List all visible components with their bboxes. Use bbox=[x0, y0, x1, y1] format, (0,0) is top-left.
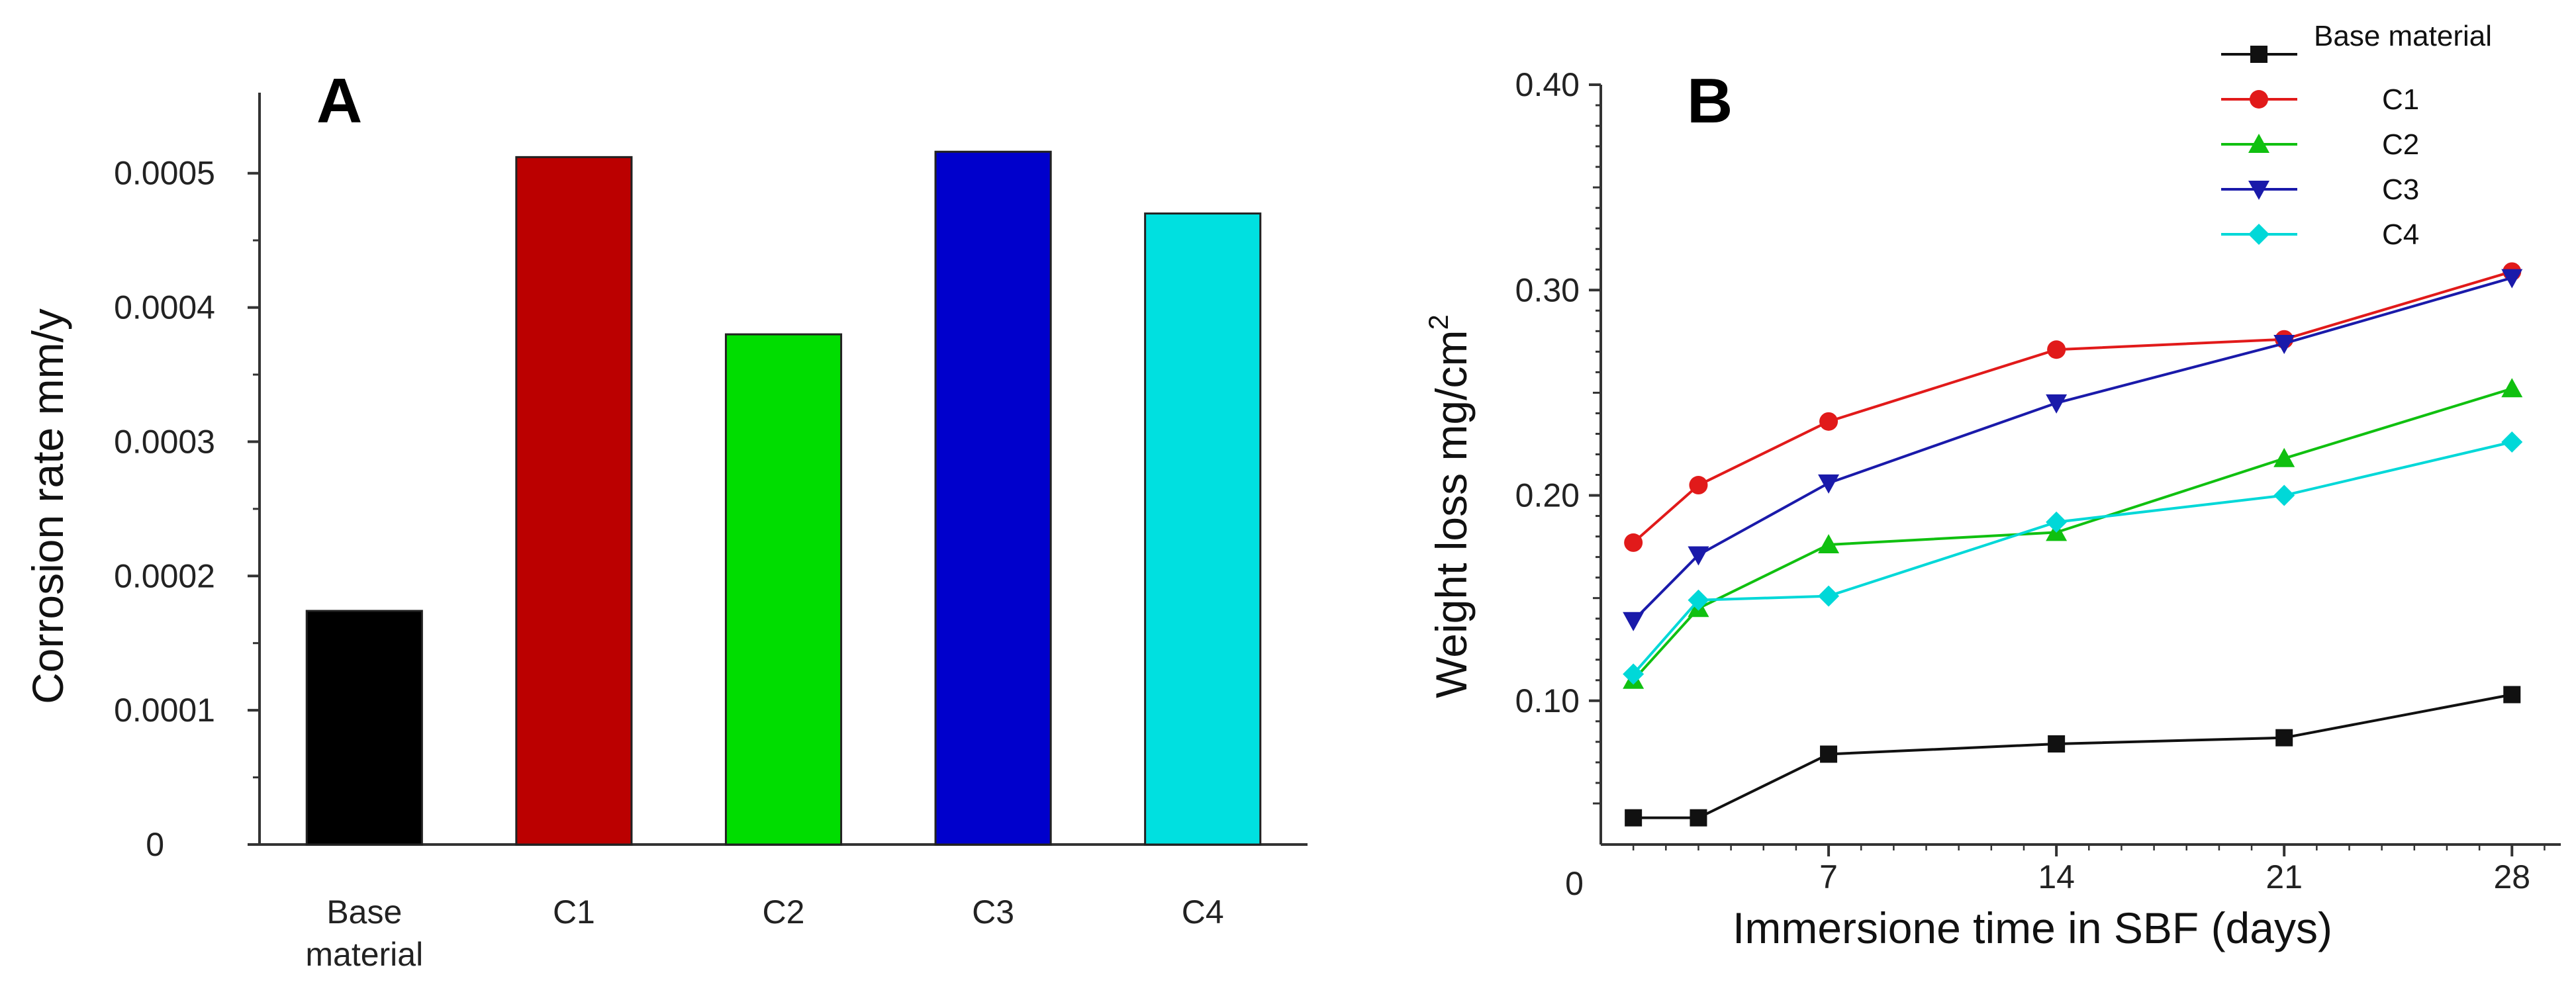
series-line bbox=[1632, 270, 2512, 544]
legend-label: C3 bbox=[2382, 173, 2419, 206]
legend-item-c3: C3 bbox=[2221, 173, 2419, 206]
x-tick-label-a: Base material bbox=[305, 893, 423, 973]
data-point bbox=[2501, 269, 2523, 289]
series-line bbox=[1633, 693, 2512, 819]
x-tick-label-a: C4 bbox=[1182, 893, 1224, 931]
y-tick-label-a: 0.0002 bbox=[114, 557, 215, 594]
data-point bbox=[1688, 546, 1709, 566]
data-point bbox=[2503, 686, 2521, 704]
y-ticks-a: 0 0.0001 0.0002 0.0003 0.0004 0.0005 bbox=[114, 155, 260, 863]
bars-a bbox=[305, 150, 1262, 846]
bar-c3 bbox=[934, 150, 1052, 846]
data-point bbox=[2501, 378, 2523, 398]
y-tick-label-b: 0.10 bbox=[1515, 682, 1580, 719]
y-axis-label-b: Weight loss mg/cm2 bbox=[1423, 314, 1476, 698]
legend-item-base-material: Base material bbox=[2221, 20, 2492, 63]
series-base-material bbox=[1625, 686, 2521, 827]
legend-b: Base material C1 C2 C3 C4 bbox=[2221, 20, 2492, 251]
x-tick-label-b: 21 bbox=[2266, 858, 2303, 895]
x-tick-label-line: C2 bbox=[763, 893, 805, 931]
origin-label-b: 0 bbox=[1565, 865, 1584, 902]
data-point bbox=[1818, 474, 1840, 494]
data-point bbox=[2273, 447, 2295, 467]
data-point bbox=[2273, 334, 2295, 354]
series-line bbox=[1632, 276, 2512, 622]
data-point bbox=[2046, 511, 2068, 533]
x-tick-label-a: C2 bbox=[763, 893, 805, 931]
y-tick-label-a: 0.0001 bbox=[114, 692, 215, 729]
data-point bbox=[1624, 533, 1643, 552]
data-point bbox=[1820, 745, 1838, 763]
legend-item-c1: C1 bbox=[2221, 83, 2419, 116]
legend-item-c4: C4 bbox=[2221, 218, 2419, 251]
legend-label: C2 bbox=[2382, 128, 2419, 161]
data-point bbox=[1690, 809, 1707, 827]
y-tick-label-a: 0.0005 bbox=[114, 155, 215, 192]
data-point bbox=[1818, 534, 1840, 554]
x-tick-labels-a: Base material C1 C2 C3 C4 bbox=[305, 893, 1223, 973]
legend-label: C4 bbox=[2382, 218, 2419, 251]
data-point bbox=[1623, 612, 1645, 631]
series-c3 bbox=[1623, 269, 2523, 631]
y-ticks-b: 0.10 0.20 0.30 0.40 bbox=[1515, 66, 1601, 805]
data-point bbox=[2273, 484, 2295, 506]
series-c2 bbox=[1623, 378, 2523, 689]
y-tick-label-b: 0.30 bbox=[1515, 271, 1580, 308]
y-tick-label-b: 0.20 bbox=[1515, 477, 1580, 514]
y-axis-label-a: Corrosion rate mm/y bbox=[23, 308, 72, 704]
x-tick-label-line: C3 bbox=[972, 893, 1014, 931]
data-point bbox=[2047, 340, 2066, 359]
y-tick-label-b: 0.40 bbox=[1515, 66, 1580, 103]
x-tick-label-a: C3 bbox=[972, 893, 1014, 931]
panel-label-b: B bbox=[1687, 66, 1733, 136]
x-tick-label-b: 14 bbox=[2038, 858, 2075, 895]
bar-c4 bbox=[1144, 212, 1262, 846]
y-tick-label-a: 0 bbox=[146, 826, 164, 863]
x-tick-label-line: material bbox=[305, 936, 423, 973]
legend-marker bbox=[2250, 46, 2267, 63]
series-c1 bbox=[1624, 262, 2522, 552]
x-tick-label-a: C1 bbox=[553, 893, 595, 931]
legend-marker bbox=[2250, 90, 2268, 109]
panel-label-a: A bbox=[316, 66, 362, 136]
legend-item-c2: C2 bbox=[2221, 128, 2419, 161]
data-point bbox=[2046, 394, 2068, 414]
axes-b bbox=[1599, 85, 2561, 846]
bar-base-material bbox=[305, 610, 423, 846]
y-tick-label-a: 0.0003 bbox=[114, 423, 215, 460]
x-tick-label-line: C4 bbox=[1182, 893, 1224, 931]
y-axis-label-b-sup: 2 bbox=[1423, 314, 1454, 330]
line-chart-panel-b: B Weight loss mg/cm2 Immersione time in … bbox=[1423, 20, 2561, 952]
x-axis-label-b: Immersione time in SBF (days) bbox=[1733, 903, 2332, 952]
x-tick-label-line: C1 bbox=[553, 893, 595, 931]
data-point bbox=[2048, 735, 2066, 753]
legend-marker bbox=[2248, 181, 2269, 200]
x-tick-label-b: 28 bbox=[2493, 858, 2530, 895]
data-point bbox=[1819, 412, 1838, 431]
legend-label: Base material bbox=[2314, 20, 2492, 52]
legend-label: C1 bbox=[2382, 83, 2419, 116]
bar-c1 bbox=[515, 156, 633, 846]
x-tick-label-b: 7 bbox=[1819, 858, 1838, 895]
data-point bbox=[1689, 476, 1708, 495]
series-line bbox=[1632, 440, 2512, 675]
x-tick-label-line: Base bbox=[326, 893, 402, 931]
bar-c2 bbox=[724, 333, 843, 846]
bar-chart-panel-a: A Corrosion rate mm/y 0 0.0001 0.0002 0.000… bbox=[23, 66, 1308, 973]
data-point bbox=[1625, 809, 1643, 827]
y-axis-label-b-text: Weight loss mg/cm bbox=[1427, 330, 1476, 698]
series-c4 bbox=[1623, 431, 2523, 685]
data-point bbox=[2501, 431, 2523, 453]
data-point bbox=[1818, 585, 1840, 607]
data-point bbox=[2275, 729, 2293, 747]
series-line bbox=[1632, 387, 2512, 682]
series-b bbox=[1623, 262, 2523, 827]
data-point bbox=[1688, 589, 1709, 611]
data-point bbox=[1623, 663, 1645, 685]
y-tick-label-a: 0.0004 bbox=[114, 289, 215, 326]
x-ticks-b: 7 14 21 28 bbox=[1632, 845, 2546, 895]
legend-marker bbox=[2248, 224, 2269, 245]
legend-marker bbox=[2248, 134, 2269, 153]
